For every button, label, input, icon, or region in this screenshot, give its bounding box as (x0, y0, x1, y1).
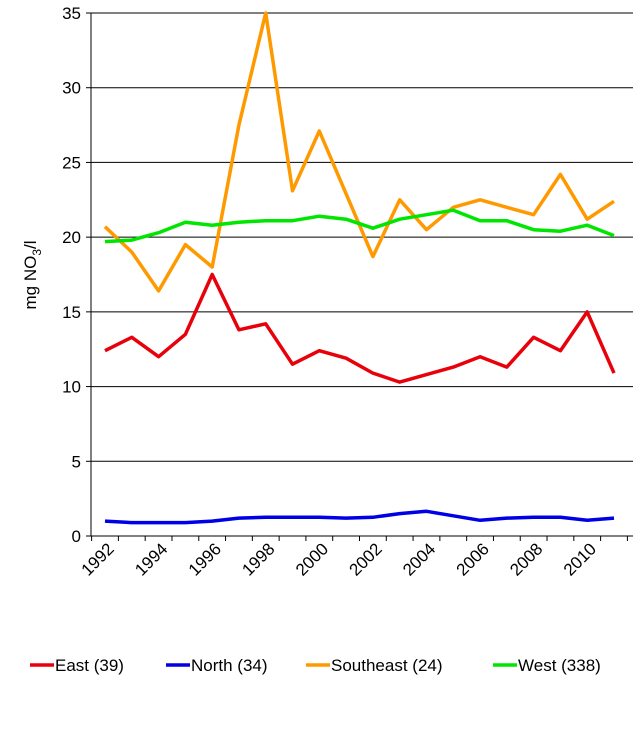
y-tick-labels: 0 5 10 15 20 25 30 35 (62, 4, 91, 546)
x-tick-label: 2010 (560, 539, 600, 579)
y-tick-label: 30 (62, 79, 81, 98)
legend-label-west: West (338) (518, 656, 601, 675)
legend-item-east: East (39) (30, 656, 124, 675)
series-north (104, 509, 615, 525)
y-axis-label-subscript: 3 (30, 249, 44, 256)
series-line-west (104, 208, 615, 244)
y-axis-label-tail: /l (21, 240, 40, 249)
x-tick-label: 2002 (346, 539, 386, 579)
y-tick-label: 20 (62, 228, 81, 247)
y-tick-label: 0 (72, 527, 81, 546)
legend-item-north: North (34) (166, 656, 268, 675)
legend-label-southeast: Southeast (24) (331, 656, 443, 675)
y-tick-label: 15 (62, 303, 81, 322)
axes (90, 13, 633, 537)
x-tick-label: 1994 (131, 539, 171, 579)
gridlines (91, 12, 633, 462)
plot-area: 0 5 10 15 20 25 30 35 1992 1994 1996 1998 2000 2002 2… (62, 4, 633, 580)
series-lines (103, 11, 616, 525)
x-tick-label: 2004 (399, 539, 439, 579)
legend-label-east: East (39) (55, 656, 124, 675)
legend-label-north: North (34) (191, 656, 268, 675)
y-tick-label: 25 (62, 153, 81, 172)
legend: East (39) North (34) Southeast (24) West (3… (30, 656, 601, 675)
legend-item-west: West (338) (493, 656, 601, 675)
y-tick-label: 35 (62, 4, 81, 23)
plot-background (91, 13, 633, 536)
series-west (104, 208, 615, 244)
legend-item-southeast: Southeast (24) (306, 656, 443, 675)
y-axis-label: mg NO3/l (21, 240, 44, 309)
y-tick-label: 5 (72, 452, 81, 471)
x-tick-label: 2006 (453, 539, 493, 579)
series-line-north (104, 509, 615, 525)
x-tick-label: 1992 (78, 539, 118, 579)
x-tick-label: 1998 (238, 539, 278, 579)
series-east (104, 272, 616, 384)
x-tick-label: 1996 (185, 539, 225, 579)
series-line-east (104, 272, 616, 384)
x-tick-labels: 1992 1994 1996 1998 2000 2002 2004 2006 2008 2010 (78, 536, 628, 580)
x-tick-label: 2008 (506, 539, 546, 579)
y-tick-label: 10 (62, 378, 81, 397)
x-tick-label: 2000 (292, 539, 332, 579)
y-axis-label-main: mg NO (21, 256, 40, 310)
